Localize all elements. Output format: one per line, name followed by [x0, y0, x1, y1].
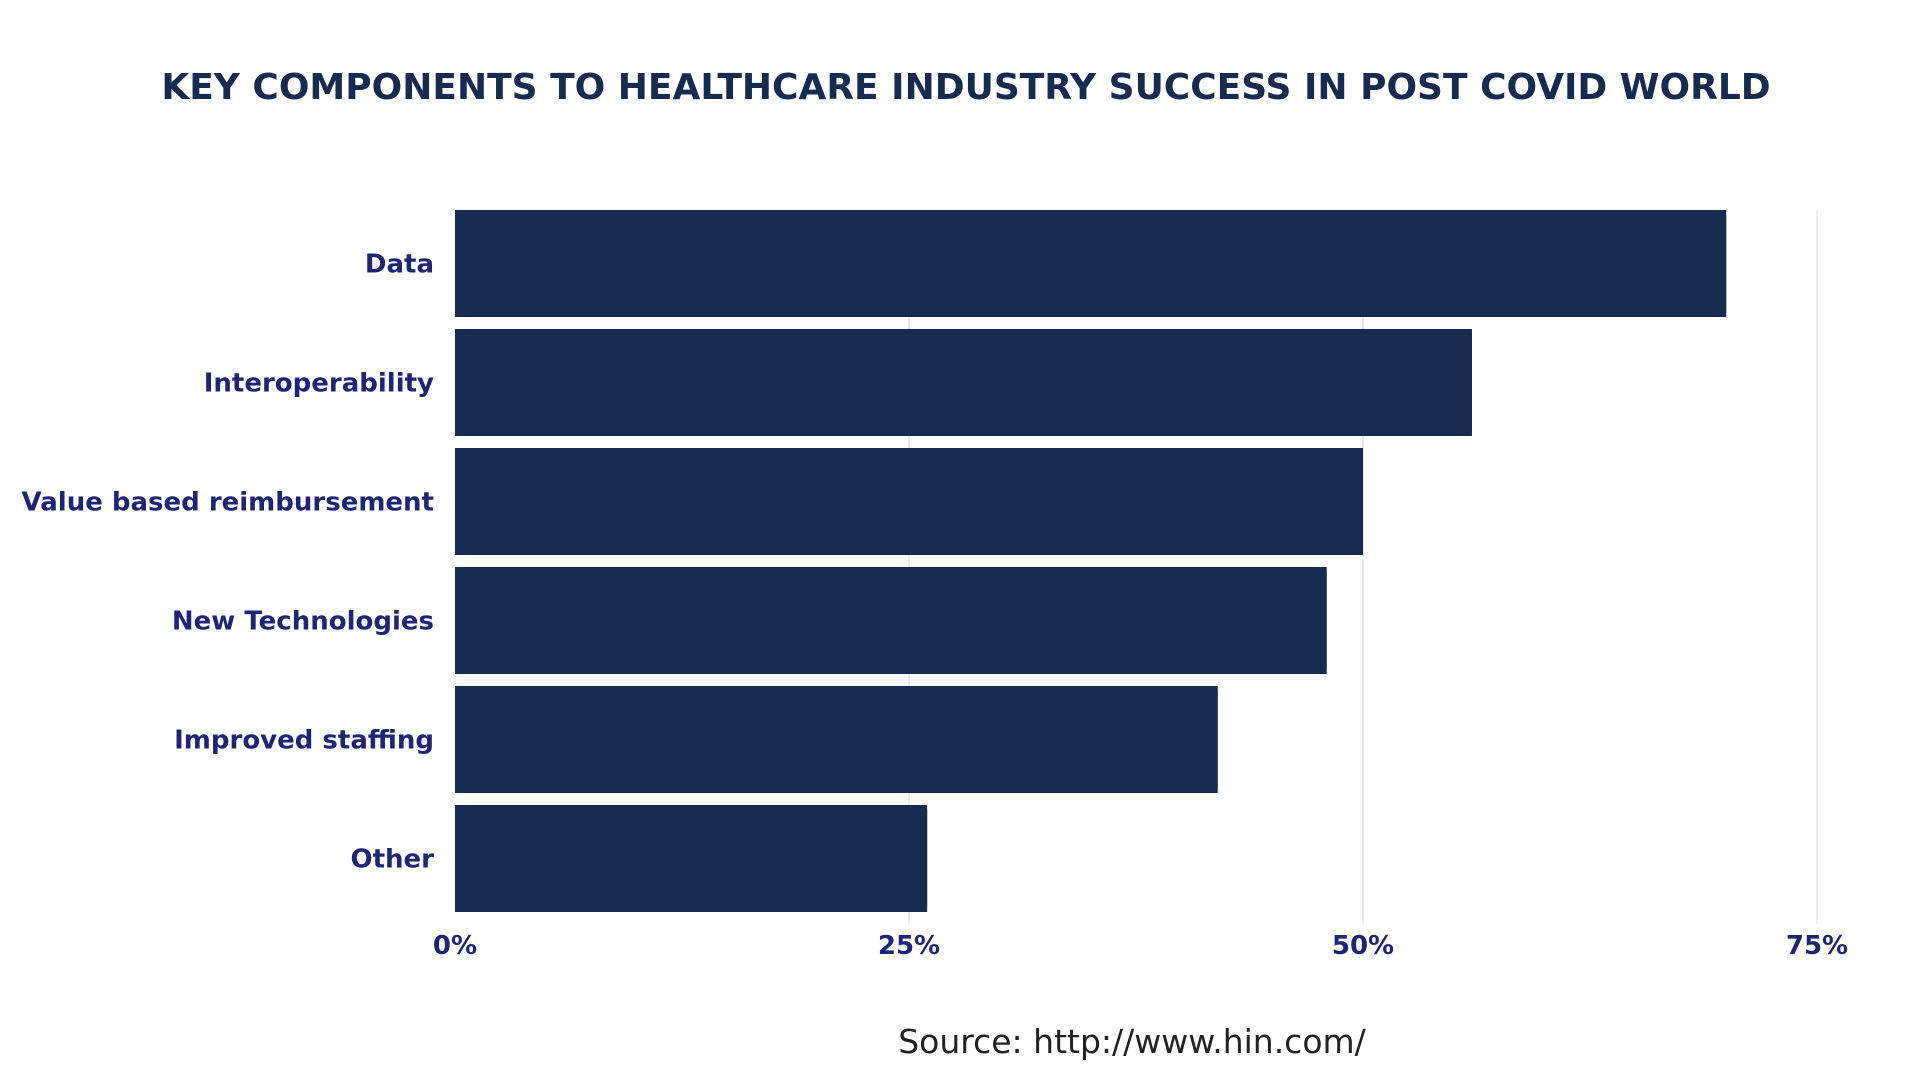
bar-end-cap	[1706, 210, 1727, 317]
x-tick-label: 75%	[1786, 931, 1848, 961]
x-tick-label: 50%	[1332, 931, 1394, 961]
source-note: Source: http://www.hin.com/	[898, 1022, 1366, 1061]
bar-end-cap	[907, 805, 928, 912]
bar-end-cap	[1451, 329, 1472, 436]
bar	[455, 329, 1472, 436]
category-label: New Technologies	[172, 607, 434, 637]
category-label: Improved staffing	[174, 726, 434, 756]
category-label: Value based reimbursement	[22, 488, 434, 518]
bar	[455, 448, 1363, 555]
bar-end-cap	[1197, 686, 1218, 793]
x-axis-ticks: 0% 25% 50% 75%	[433, 931, 1848, 961]
bars	[455, 210, 1727, 912]
x-tick-label: 0%	[433, 931, 477, 961]
bar	[455, 210, 1727, 317]
category-label: Interoperability	[204, 369, 434, 399]
x-tick-label: 25%	[878, 931, 940, 961]
bar	[455, 805, 928, 912]
category-label: Other	[351, 845, 435, 875]
bar-end-cap	[1343, 448, 1363, 555]
bar-end-cap	[1306, 567, 1327, 674]
category-labels: Data Interoperability Value based reimburs…	[22, 250, 435, 875]
category-label: Data	[365, 250, 434, 280]
bar	[455, 567, 1327, 674]
bar	[455, 686, 1218, 793]
chart-title: KEY COMPONENTS TO HEALTHCARE INDUSTRY SU…	[161, 67, 1770, 108]
